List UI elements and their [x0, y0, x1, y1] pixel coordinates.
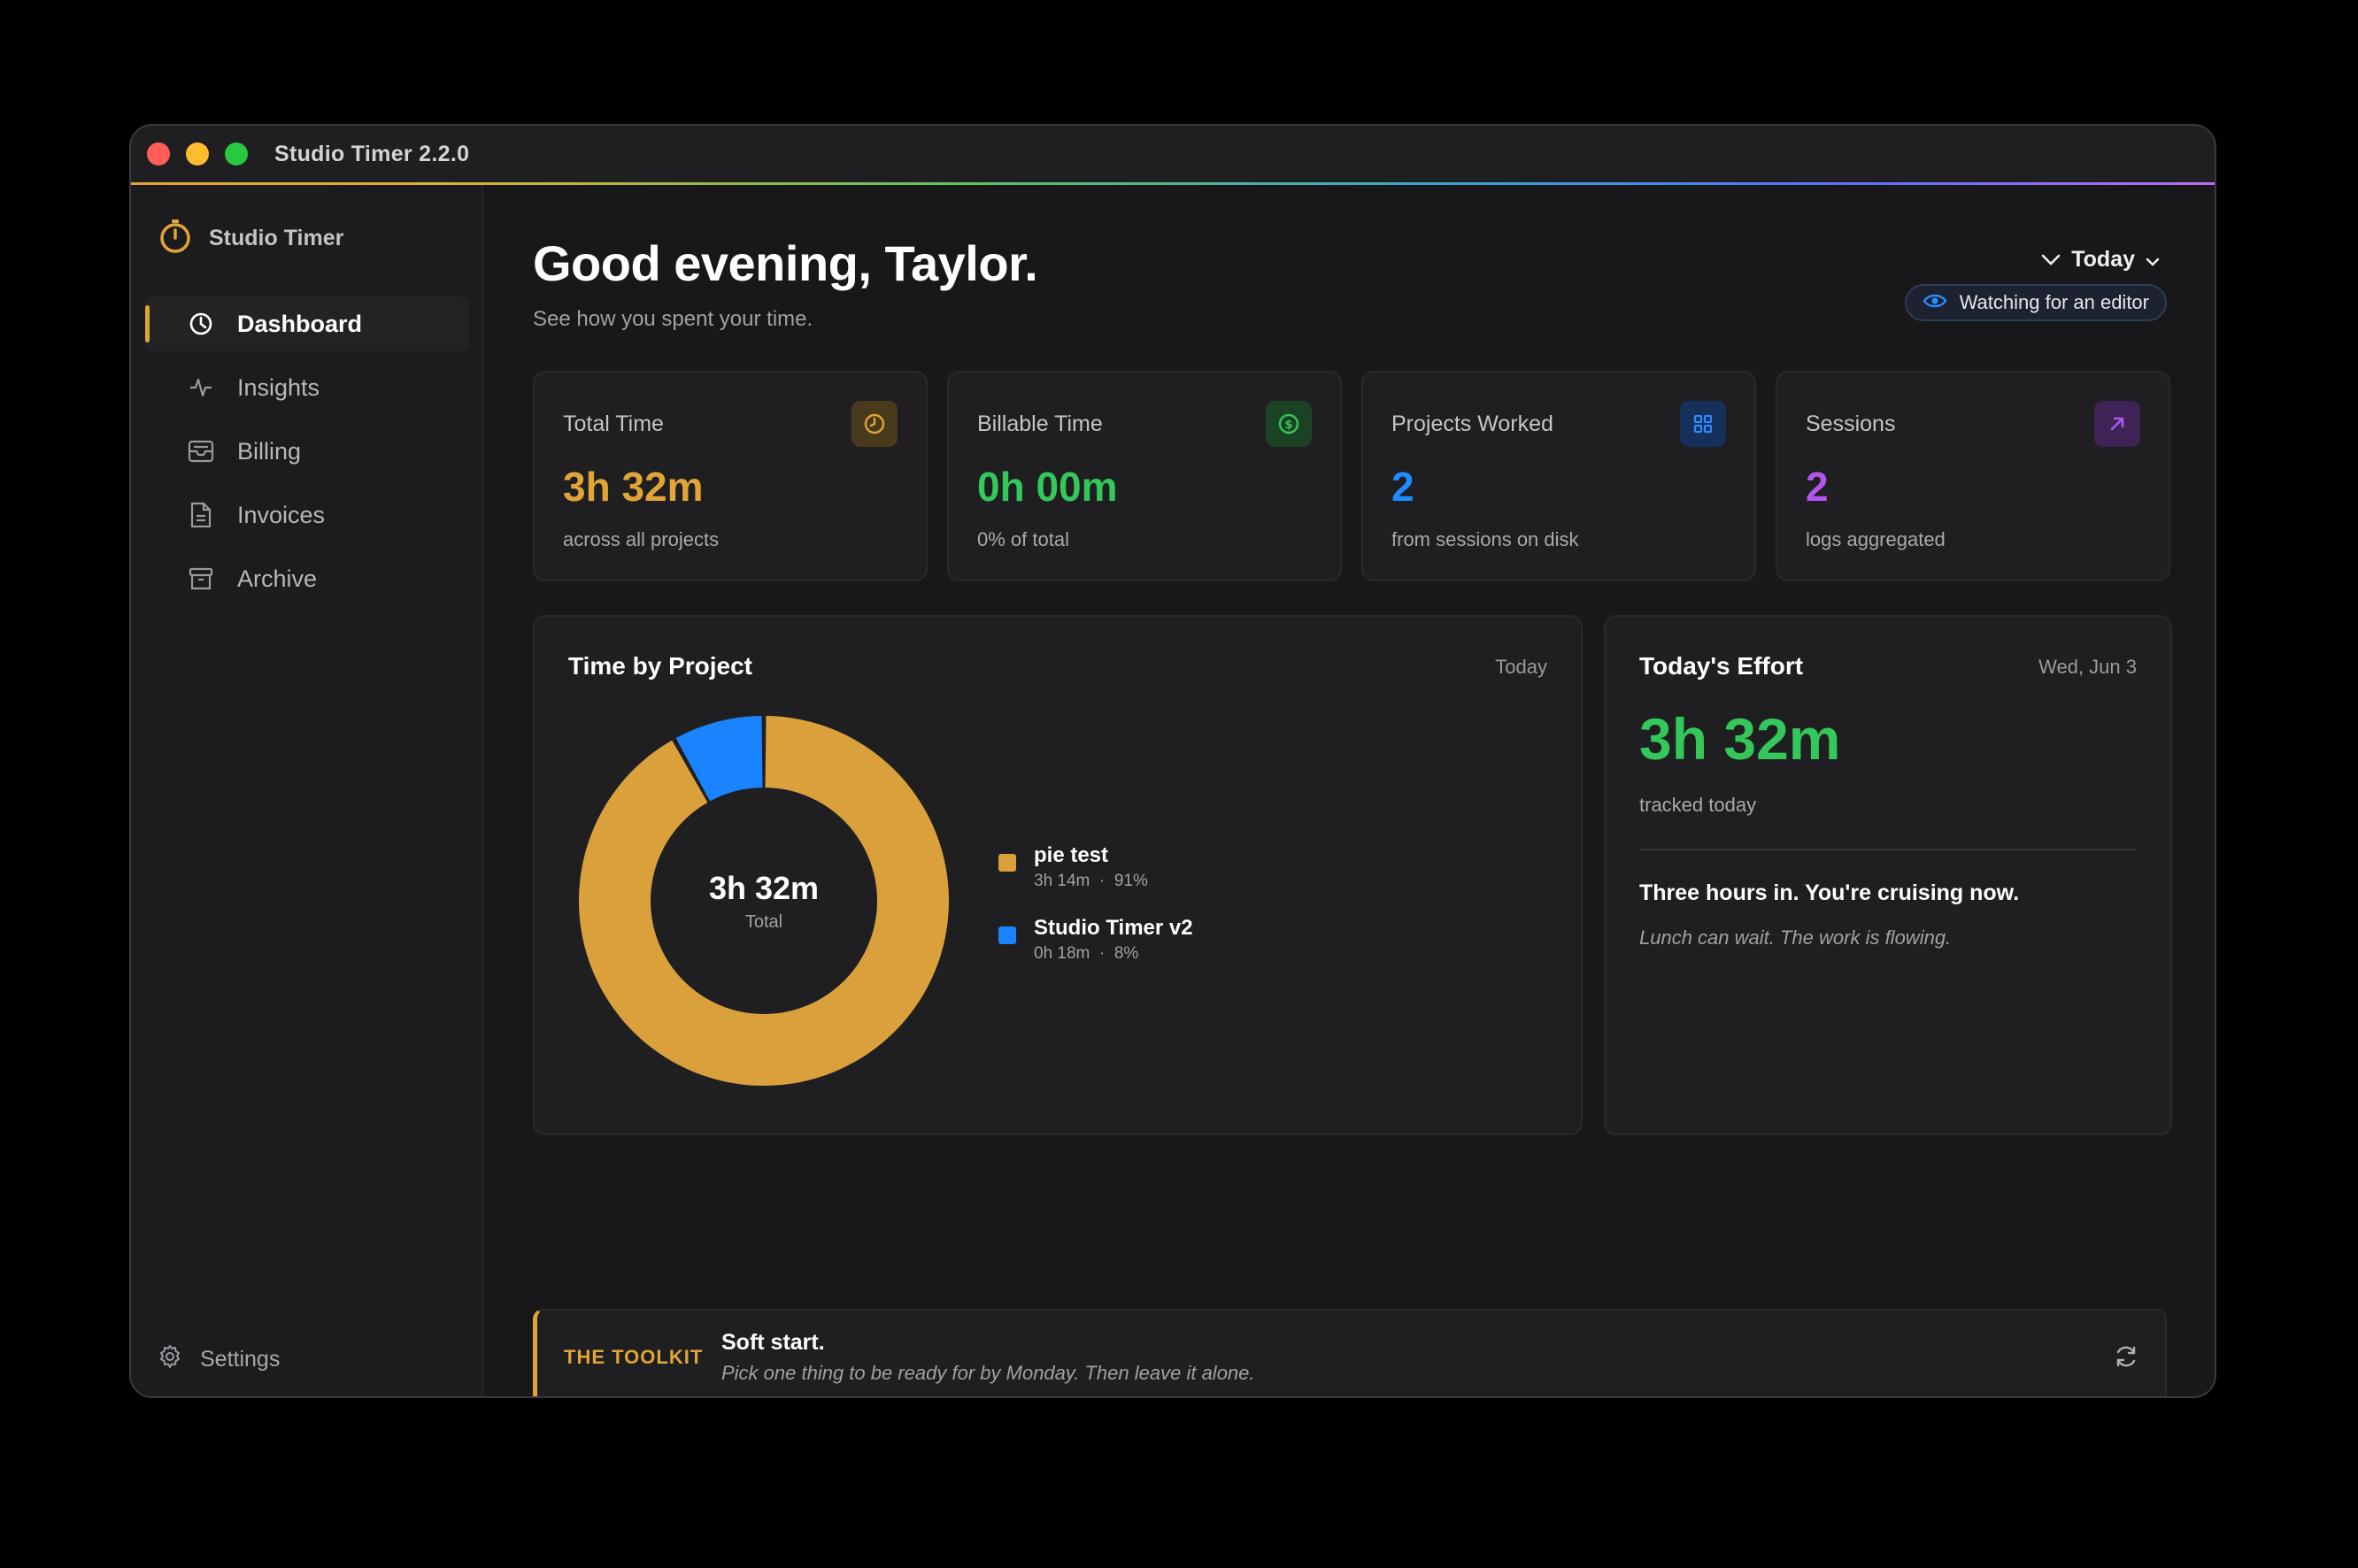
stat-value: 0h 00m	[977, 464, 1118, 510]
legend-swatch	[998, 854, 1016, 872]
sidebar-item-dashboard[interactable]: Dashboard	[145, 296, 469, 351]
accent-gradient-bar	[131, 182, 2215, 185]
tip-tag: THE TOOLKIT	[564, 1346, 704, 1368]
title-bar: Studio Timer 2.2.0	[131, 126, 2215, 182]
brand-label: Studio Timer	[209, 226, 344, 250]
refresh-button[interactable]	[2110, 1342, 2142, 1374]
time-by-project-panel: Time by Project Today 3h 32m Total pie t…	[533, 615, 1583, 1135]
page-subtitle: See how you spent your time.	[533, 307, 813, 331]
sidebar-nav: Dashboard Insights Billing Invoices	[145, 296, 469, 615]
donut-slice-1[interactable]	[675, 716, 763, 802]
panel-range: Today	[1495, 656, 1547, 678]
donut-total-value: 3h 32m	[708, 869, 820, 906]
stat-subtext: from sessions on disk	[1391, 528, 1579, 550]
zoom-button[interactable]	[225, 142, 248, 165]
sidebar-item-invoices[interactable]: Invoices	[145, 488, 469, 542]
legend-detail: 3h 14m · 91%	[1034, 872, 1148, 890]
app-window: Studio Timer 2.2.0 Studio Timer Dashboar…	[129, 124, 2216, 1398]
stat-subtext: 0% of total	[977, 528, 1069, 550]
watching-status-badge[interactable]: Watching for an editor	[1904, 284, 2167, 321]
panel-title: Time by Project	[568, 652, 753, 680]
donut-slice-0[interactable]	[579, 716, 949, 1086]
close-button[interactable]	[147, 142, 170, 165]
stat-label: Sessions	[1806, 411, 1896, 436]
panel-title: Today's Effort	[1639, 652, 1804, 680]
sidebar-item-label: Dashboard	[237, 310, 363, 337]
date-range-label: Today	[2071, 247, 2135, 272]
tip-title: Soft start.	[721, 1330, 825, 1355]
stat-subtext: across all projects	[563, 528, 720, 550]
stat-card-billable-time: Billable Time $ 0h 00m 0% of total	[947, 371, 1342, 581]
minimize-button[interactable]	[186, 142, 209, 165]
legend-swatch	[998, 926, 1016, 944]
sidebar-item-label: Invoices	[237, 501, 326, 528]
todays-effort-panel: Today's Effort Wed, Jun 3 3h 32m tracked…	[1604, 615, 2172, 1135]
stat-card-sessions: Sessions 2 logs aggregated	[1776, 371, 2170, 581]
sidebar-item-archive[interactable]: Archive	[145, 551, 469, 606]
settings-button[interactable]: Settings	[158, 1344, 280, 1375]
stat-value: 3h 32m	[563, 464, 704, 510]
chevron-down-icon	[2146, 247, 2160, 273]
legend-item[interactable]: pie test 3h 14m · 91%	[998, 843, 1193, 891]
stat-subtext: logs aggregated	[1806, 528, 1946, 550]
donut-total-label: Total	[744, 911, 783, 932]
effort-value: 3h 32m	[1639, 706, 1841, 772]
clock-icon	[852, 401, 898, 447]
grid-icon	[1680, 401, 1726, 447]
stat-label: Billable Time	[977, 411, 1103, 436]
activity-icon	[188, 374, 214, 401]
arrow-up-right-icon	[2094, 401, 2140, 447]
sidebar-item-insights[interactable]: Insights	[145, 360, 469, 415]
legend-name: Studio Timer v2	[1034, 916, 1193, 940]
donut-center: 3h 32m Total	[577, 714, 951, 1088]
clock-icon	[188, 311, 214, 337]
eye-icon	[1923, 291, 1947, 314]
sidebar: Studio Timer Dashboard Insights Billing	[131, 185, 483, 1396]
chevron-down-icon	[2041, 247, 2061, 273]
stat-card-projects-worked: Projects Worked 2 from sessions on disk	[1361, 371, 1756, 581]
stat-card-total-time: Total Time 3h 32m across all projects	[533, 371, 928, 581]
sidebar-brand: Studio Timer	[158, 219, 343, 258]
sidebar-item-label: Billing	[237, 437, 302, 465]
legend-item[interactable]: Studio Timer v2 0h 18m · 8%	[998, 916, 1193, 964]
effort-message: Three hours in. You're cruising now.	[1639, 880, 2020, 905]
stat-label: Projects Worked	[1391, 411, 1553, 436]
chart-legend: pie test 3h 14m · 91% Studio Timer v2 0h…	[998, 843, 1193, 988]
stat-value: 2	[1391, 464, 1414, 510]
date-range-dropdown[interactable]: Today	[2041, 247, 2160, 273]
watching-status-label: Watching for an editor	[1959, 291, 2149, 313]
inbox-icon	[188, 438, 214, 465]
toolkit-tip-card: THE TOOLKIT Soft start. Pick one thing t…	[533, 1309, 2167, 1396]
donut-chart	[579, 716, 949, 1086]
stopwatch-icon	[158, 219, 193, 258]
stat-value: 2	[1806, 464, 1829, 510]
legend-name: pie test	[1034, 843, 1109, 867]
sidebar-item-billing[interactable]: Billing	[145, 424, 469, 479]
main-content: Good evening, Taylor. See how you spent …	[485, 185, 2215, 1396]
dollar-icon: $	[1266, 401, 1312, 447]
refresh-icon	[2113, 1343, 2139, 1374]
settings-label: Settings	[200, 1347, 281, 1372]
window-controls	[147, 142, 248, 165]
legend-detail: 0h 18m · 8%	[1034, 944, 1139, 963]
panel-date: Wed, Jun 3	[2038, 656, 2137, 678]
tip-body: Pick one thing to be ready for by Monday…	[721, 1362, 1255, 1384]
svg-text:$: $	[1284, 419, 1292, 432]
effort-note: Lunch can wait. The work is flowing.	[1639, 926, 1952, 949]
sidebar-item-label: Insights	[237, 373, 320, 401]
document-icon	[188, 502, 214, 528]
divider	[1639, 849, 2137, 850]
archive-icon	[188, 565, 214, 592]
stat-label: Total Time	[563, 411, 664, 436]
gear-icon	[158, 1344, 182, 1375]
window-title: Studio Timer 2.2.0	[274, 141, 470, 166]
effort-subtext: tracked today	[1639, 794, 1757, 816]
page-title: Good evening, Taylor.	[533, 235, 1038, 291]
sidebar-item-label: Archive	[237, 565, 318, 592]
